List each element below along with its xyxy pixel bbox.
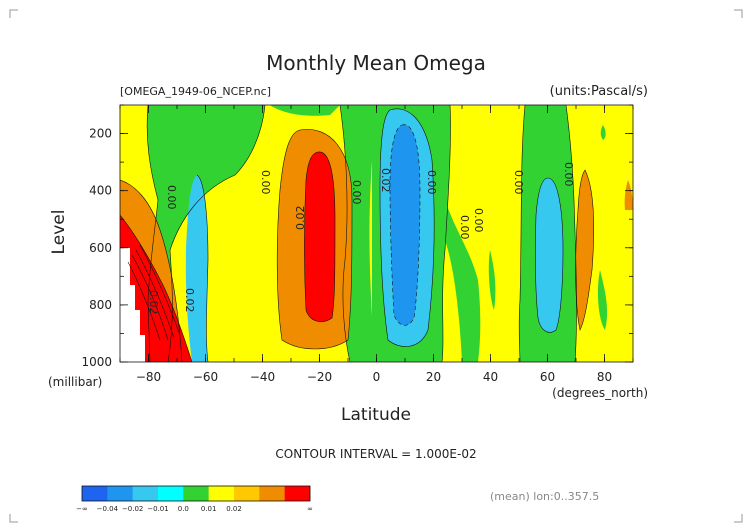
contour-label: 0.00	[259, 170, 272, 195]
colorbar-label: −∞	[76, 505, 88, 513]
x-tick-label: 0	[373, 370, 381, 384]
colorbar-swatch	[107, 486, 133, 501]
contour-label: 0.00	[165, 185, 178, 210]
y-axis-unit: (millibar)	[48, 375, 102, 389]
colorbar-label: −0.02	[122, 505, 143, 513]
colorbar-frame	[81, 485, 311, 502]
contour-label-group: 0.00 0.02 0.00 0.00 0.02 0.00 0.00 0.00 …	[147, 162, 575, 315]
x-tick-label: 80	[597, 370, 612, 384]
colorbar-label: −0.04	[97, 505, 119, 513]
red-core-20S	[304, 151, 335, 322]
contour-label: 0.02	[147, 290, 160, 315]
x-tick-label: −20	[307, 370, 332, 384]
colorbar-label: 0.01	[201, 505, 217, 513]
y-tick-label: 800	[89, 298, 112, 312]
x-tick-label: 60	[540, 370, 555, 384]
colorbar-swatch	[183, 486, 209, 501]
contour-label: 0.00	[350, 180, 363, 205]
contour-label: 0.00	[458, 215, 471, 240]
colorbar-swatch	[158, 486, 184, 501]
colorbar-label: −0.01	[147, 505, 168, 513]
contour-label: 0.02	[294, 206, 307, 231]
contour-lines	[120, 105, 595, 362]
colorbar-swatch	[284, 486, 311, 501]
x-tick-label: −40	[250, 370, 275, 384]
chart-title: Monthly Mean Omega	[266, 51, 486, 75]
contour-label: 0.00	[512, 170, 525, 195]
corner-mark-top-left	[9, 9, 18, 18]
green-region-30N	[445, 200, 481, 362]
units-label: (units:Pascal/s)	[550, 84, 648, 99]
cyan-cell-60N	[535, 178, 563, 333]
x-axis: −80 −60 −40 −20 0 20 40 60 80	[119, 105, 634, 384]
y-tick-label: 200	[89, 127, 112, 141]
colorbar-swatch	[82, 486, 108, 501]
y-axis: 200 400 600 800 1000	[81, 104, 633, 369]
dataset-name: [OMEGA_1949-06_NCEP.nc]	[120, 85, 271, 98]
blue-core-8N	[390, 124, 420, 326]
green-patch-40N	[488, 250, 496, 310]
x-axis-title: Latitude	[341, 405, 411, 425]
y-tick-label: 1000	[81, 355, 112, 369]
green-patch-top-20S	[270, 105, 340, 116]
colorbar-label: 0.02	[226, 505, 242, 513]
x-axis-unit: (degrees_north)	[552, 386, 648, 400]
contour-label: 0.00	[562, 162, 575, 187]
contour-plot: 0.00 0.02 0.00 0.00 0.02 0.00 0.00 0.00 …	[120, 105, 633, 362]
orange-patch-edge	[624, 180, 633, 210]
contour-label: 0.00	[472, 208, 485, 233]
y-tick-label: 600	[89, 241, 112, 255]
colorbar-label: 0.0	[178, 505, 189, 513]
y-axis-title: Level	[49, 210, 69, 255]
colorbar-swatch	[259, 486, 285, 501]
x-tick-label: 20	[426, 370, 441, 384]
contour-label: 0.02	[183, 288, 196, 313]
corner-mark-bottom-right	[734, 514, 743, 523]
colorbar-swatch	[234, 486, 260, 501]
colorbar-swatch	[208, 486, 235, 501]
x-tick-label: 40	[483, 370, 498, 384]
cyan-cell-65S	[185, 175, 208, 362]
corner-mark-top-right	[734, 9, 743, 18]
colorbar-swatch	[132, 486, 159, 501]
green-patch-top-80N	[600, 125, 606, 140]
y-tick-label: 400	[89, 184, 112, 198]
longitude-mean-note: (mean) lon:0..357.5	[490, 490, 599, 503]
x-tick-label: −60	[193, 370, 218, 384]
green-patch-75N	[597, 270, 608, 330]
missing-data-region	[120, 248, 145, 362]
corner-mark-bottom-left	[9, 514, 18, 523]
contour-label: 0.00	[425, 170, 438, 195]
colorbar-label: ∞	[307, 505, 313, 513]
contour-interval-label: CONTOUR INTERVAL = 1.000E-02	[275, 447, 476, 461]
colorbar: −∞ −0.04 −0.02 −0.01 0.0 0.01 0.02 ∞	[76, 485, 313, 513]
contour-label: 0.02	[379, 168, 392, 193]
x-tick-label: −80	[136, 370, 161, 384]
green-region-60S	[147, 105, 265, 362]
